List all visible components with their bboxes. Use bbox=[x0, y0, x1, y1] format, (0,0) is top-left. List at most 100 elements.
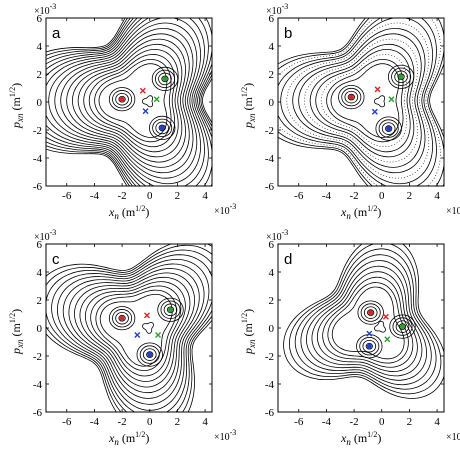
outer-orbit bbox=[289, 244, 442, 395]
outer-orbit bbox=[300, 254, 432, 386]
y-tick-label: 4 bbox=[37, 41, 43, 53]
stable-point bbox=[399, 324, 406, 330]
outer-orbit bbox=[316, 271, 418, 372]
island-orbit bbox=[158, 124, 166, 132]
outer-orbit bbox=[46, 18, 205, 186]
x-scale-label: ×10-3 bbox=[214, 428, 236, 443]
unstable-point bbox=[388, 96, 395, 103]
axes-frame bbox=[277, 243, 445, 413]
y-tick-label: -2 bbox=[33, 125, 42, 137]
island-orbit bbox=[115, 92, 129, 106]
outer-orbit bbox=[79, 276, 191, 388]
svg-text:pxn (m1/2): pxn (m1/2) bbox=[8, 83, 25, 129]
x-axis-label: xn (m1/2) bbox=[108, 204, 149, 221]
outer-orbit bbox=[90, 285, 182, 377]
panel-letter: d bbox=[284, 251, 292, 268]
y-tick-label: 4 bbox=[269, 267, 275, 279]
island-orbit bbox=[389, 314, 416, 339]
unstable-point bbox=[384, 336, 391, 343]
separatrix bbox=[99, 293, 173, 367]
island-orbit bbox=[395, 320, 410, 333]
outer-orbit bbox=[57, 258, 210, 411]
unstable-point bbox=[374, 86, 381, 93]
orbit-plot-area bbox=[278, 18, 444, 186]
y-scale-label: ×10-3 bbox=[34, 2, 56, 17]
y-tick-label: 0 bbox=[269, 323, 275, 335]
outer-orbit bbox=[77, 43, 183, 158]
island-orbit bbox=[362, 339, 377, 353]
island-orbit bbox=[357, 300, 384, 325]
unstable-point bbox=[134, 332, 141, 338]
island-orbit bbox=[381, 122, 396, 135]
island-orbit bbox=[375, 116, 402, 141]
x-tick-label: -6 bbox=[62, 190, 72, 202]
svg-text:pxn (m1/2): pxn (m1/2) bbox=[8, 309, 25, 355]
x-tick-label: 2 bbox=[175, 190, 181, 202]
outer-orbit bbox=[46, 244, 212, 412]
island-orbit bbox=[151, 66, 179, 92]
x-tick-label: 0 bbox=[379, 416, 385, 428]
stable-point bbox=[368, 310, 374, 316]
y-tick-label: -6 bbox=[33, 181, 43, 193]
x-axis-label: xn (m1/2) bbox=[340, 430, 381, 447]
outer-orbit bbox=[315, 49, 411, 153]
y-tick-label: 2 bbox=[37, 295, 43, 307]
x-tick-label: -4 bbox=[322, 190, 332, 202]
y-tick-label: -4 bbox=[33, 379, 43, 391]
island-orbit bbox=[347, 93, 355, 101]
island-orbit bbox=[115, 311, 129, 325]
x-tick-label: 2 bbox=[175, 416, 181, 428]
island-orbit bbox=[146, 351, 154, 358]
svg-text:pxn (m1/2): pxn (m1/2) bbox=[240, 309, 257, 355]
stable-point bbox=[147, 352, 153, 358]
central-orbit bbox=[141, 95, 154, 108]
outer-orbit bbox=[68, 268, 200, 399]
unstable-point bbox=[366, 330, 373, 337]
y-tick-label: 0 bbox=[37, 97, 43, 109]
island-orbit bbox=[338, 84, 365, 110]
stable-point bbox=[398, 74, 404, 80]
y-tick-label: -4 bbox=[265, 153, 275, 165]
island-orbit bbox=[118, 95, 126, 103]
y-tick-label: 0 bbox=[37, 323, 43, 335]
y-tick-label: -6 bbox=[33, 407, 43, 419]
island-orbit bbox=[341, 87, 362, 107]
island-orbit bbox=[149, 115, 176, 141]
island-orbit bbox=[154, 69, 175, 89]
outer-orbit bbox=[283, 244, 444, 399]
x-tick-label: 2 bbox=[407, 190, 413, 202]
y-axis-label: pxn (m1/2) bbox=[240, 83, 257, 129]
x-scale-label: ×10-3 bbox=[214, 202, 236, 217]
island-orbit bbox=[166, 306, 175, 314]
x-tick-label: -2 bbox=[117, 416, 126, 428]
y-tick-label: -6 bbox=[265, 407, 275, 419]
outer-orbit bbox=[46, 244, 212, 412]
island-orbit bbox=[152, 118, 173, 138]
y-tick-label: 4 bbox=[37, 267, 43, 279]
outer-orbit bbox=[320, 54, 407, 148]
y-scale-label: ×10-3 bbox=[266, 2, 288, 17]
x-tick-label: -4 bbox=[90, 190, 100, 202]
panel-c: -6 -4 -2 0 2 4 -6 -4 -2 0 2 4 6c ×10-3 ×10-3 xn (m1/2) p… bbox=[8, 228, 236, 447]
outer-orbit bbox=[62, 263, 205, 405]
panel-d: -6 -4 -2 0 2 4 -6 -4 -2 0 2 4 6d ×10-3 ×10-3 xn (m1/2) p… bbox=[240, 228, 460, 447]
outer-orbit bbox=[322, 276, 414, 368]
y-axis-label: pxn (m1/2) bbox=[8, 83, 25, 129]
outer-orbit bbox=[46, 249, 212, 412]
island-orbit bbox=[398, 323, 407, 330]
island-orbit bbox=[378, 119, 399, 138]
separatrix bbox=[330, 63, 400, 138]
x-tick-label: 0 bbox=[147, 190, 153, 202]
outer-orbit bbox=[278, 18, 437, 186]
x-axis-label: xn (m1/2) bbox=[108, 430, 149, 447]
outer-orbit bbox=[88, 54, 176, 148]
x-tick-label: 4 bbox=[202, 416, 208, 428]
island-orbit bbox=[108, 87, 136, 112]
y-tick-label: 6 bbox=[269, 13, 275, 25]
x-tick-label: -4 bbox=[90, 416, 100, 428]
panel-b: -6 -4 -2 0 2 4 -6 -4 -2 0 2 4 6b ×10-3 ×10-3 xn (m1/2) p… bbox=[240, 2, 460, 221]
island-orbit bbox=[157, 297, 184, 322]
y-scale-label: ×10-3 bbox=[34, 228, 56, 243]
island-orbit bbox=[360, 303, 381, 322]
island-orbit bbox=[385, 125, 393, 132]
